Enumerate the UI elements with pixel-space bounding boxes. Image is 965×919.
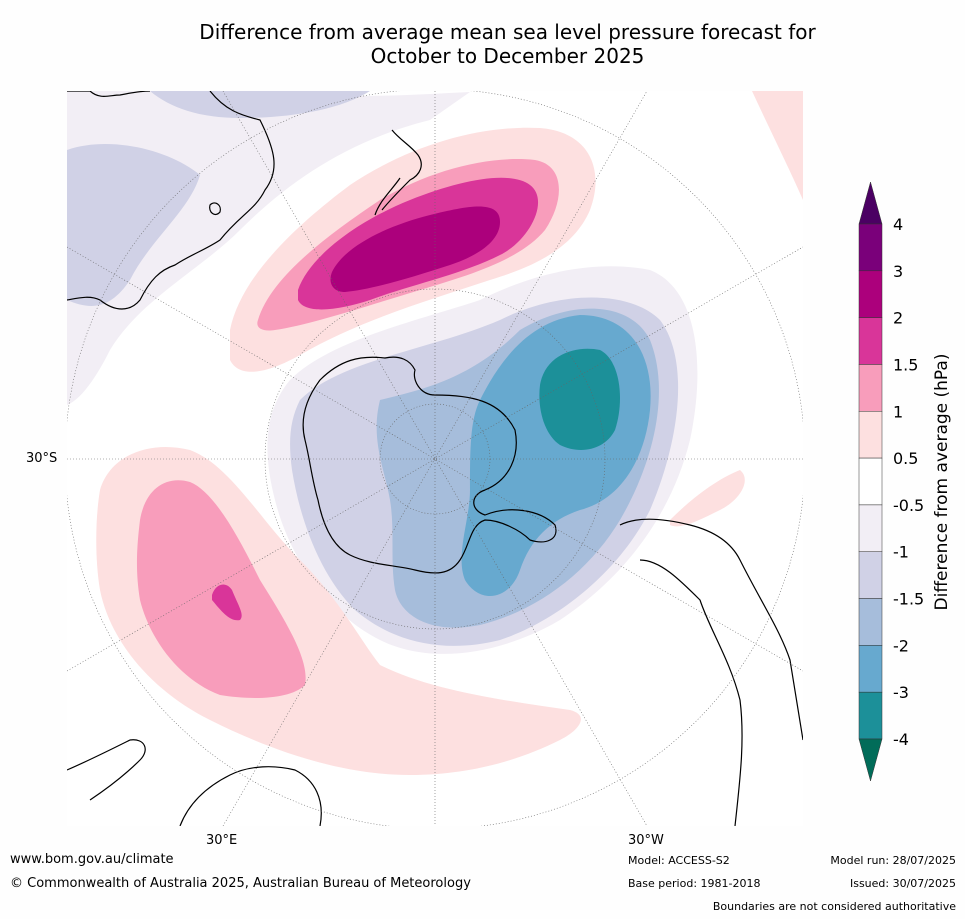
colorbar-segments [858, 181, 883, 782]
coast-tasmania [209, 202, 221, 216]
colorbar-tick-label: -2 [893, 636, 909, 655]
colorbar-tick-label: 0.5 [893, 449, 918, 468]
colorbar-tick-label: -1.5 [893, 590, 924, 609]
anomaly-region-pink-light-atlantic [670, 470, 745, 527]
footer-model: Model: ACCESS-S2 [628, 854, 730, 867]
colorbar-segment [858, 364, 883, 412]
colorbar-segment [858, 317, 883, 365]
colorbar-segment [858, 223, 883, 272]
coast-new-zealand [374, 129, 422, 216]
longitude-label-30e: 30°E [206, 833, 238, 848]
anomaly-region-pink-light-ne [752, 91, 803, 200]
anomaly-region-purple-nz [330, 206, 500, 292]
colorbar-tick-label: 4 [893, 215, 903, 234]
footer-website: www.bom.gov.au/climate [10, 852, 174, 867]
title-line-1: Difference from average mean sea level p… [199, 20, 816, 44]
colorbar-segment [858, 504, 883, 552]
anomaly-region-magenta-indian [212, 584, 242, 621]
map-title: Difference from average mean sea level p… [0, 20, 965, 68]
colorbar-segment [858, 645, 883, 693]
anomaly-region-lavender-north [150, 91, 370, 118]
colorbar-segment [858, 411, 883, 459]
coastlines [67, 91, 803, 826]
colorbar-segment [858, 691, 883, 740]
colorbar-segment [858, 457, 883, 506]
colorbar-segment [858, 598, 883, 646]
colorbar-segment [858, 270, 883, 318]
footer-base-period: Base period: 1981-2018 [628, 877, 761, 890]
footer-copyright: © Commonwealth of Australia 2025, Austra… [10, 876, 471, 891]
colorbar-tick-label: 1.5 [893, 355, 918, 374]
latitude-label-30s: 30°S [26, 451, 58, 466]
footer-issued: Issued: 30/07/2025 [849, 877, 956, 890]
colorbar-axis-label: Difference from average (hPa) [932, 354, 952, 611]
colorbar-segment [858, 551, 883, 599]
colorbar-tick-labels: 4 3 2 1.5 1 0.5 -0.5 -1 -1.5 -2 -3 -4 [893, 215, 924, 749]
longitude-label-30w: 30°W [628, 833, 664, 848]
colorbar-extend-top [858, 181, 883, 225]
coast-antarctica [302, 356, 557, 574]
colorbar-tick-label: -1 [893, 543, 909, 562]
footer-model-run: Model run: 28/07/2025 [830, 854, 956, 867]
colorbar-tick-label: 2 [893, 309, 903, 328]
colorbar-tick-label: -4 [893, 730, 909, 749]
title-line-2: October to December 2025 [370, 44, 645, 68]
anomaly-region-lavender-nw [67, 144, 200, 306]
colorbar-tick-label: -3 [893, 683, 909, 702]
coast-africa [67, 739, 322, 826]
graticule [67, 91, 803, 826]
anomaly-region-teal [539, 348, 620, 450]
colorbar-tick-label: -0.5 [893, 496, 924, 515]
coast-south-america [619, 518, 803, 826]
colorbar-tick-label: 1 [893, 402, 903, 421]
colorbar-tick-label: 3 [893, 262, 903, 281]
colorbar-extend-bottom [858, 738, 883, 782]
footer-disclaimer: Boundaries are not considered authoritat… [712, 900, 956, 913]
coast-australia [67, 91, 275, 310]
